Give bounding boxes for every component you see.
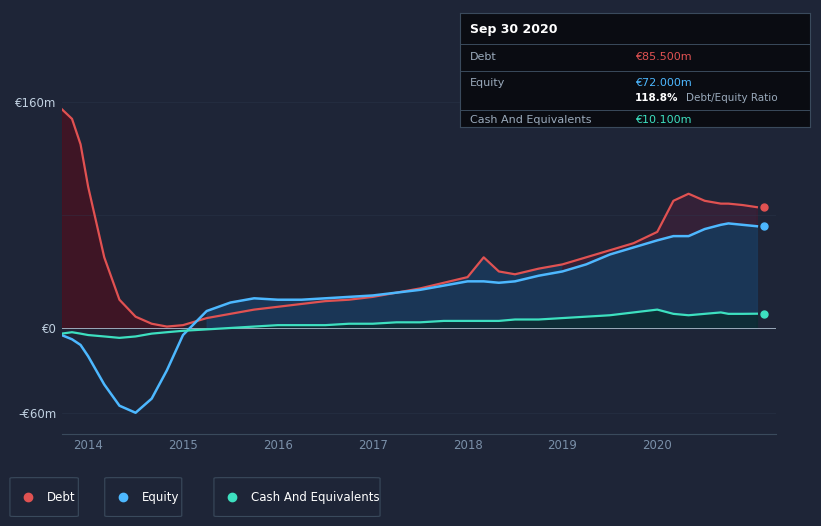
Text: Cash And Equivalents: Cash And Equivalents <box>470 115 592 125</box>
Text: Equity: Equity <box>141 491 179 503</box>
Text: Cash And Equivalents: Cash And Equivalents <box>250 491 379 503</box>
FancyBboxPatch shape <box>214 478 380 517</box>
Text: Equity: Equity <box>470 78 506 88</box>
Text: Debt/Equity Ratio: Debt/Equity Ratio <box>686 93 777 103</box>
Text: €72.000m: €72.000m <box>635 78 692 88</box>
FancyBboxPatch shape <box>105 478 181 517</box>
Text: €10.100m: €10.100m <box>635 115 691 125</box>
Text: Sep 30 2020: Sep 30 2020 <box>470 23 557 36</box>
Text: Debt: Debt <box>470 52 497 62</box>
Text: Debt: Debt <box>47 491 76 503</box>
FancyBboxPatch shape <box>10 478 78 517</box>
Text: €85.500m: €85.500m <box>635 52 691 62</box>
Text: 118.8%: 118.8% <box>635 93 678 103</box>
